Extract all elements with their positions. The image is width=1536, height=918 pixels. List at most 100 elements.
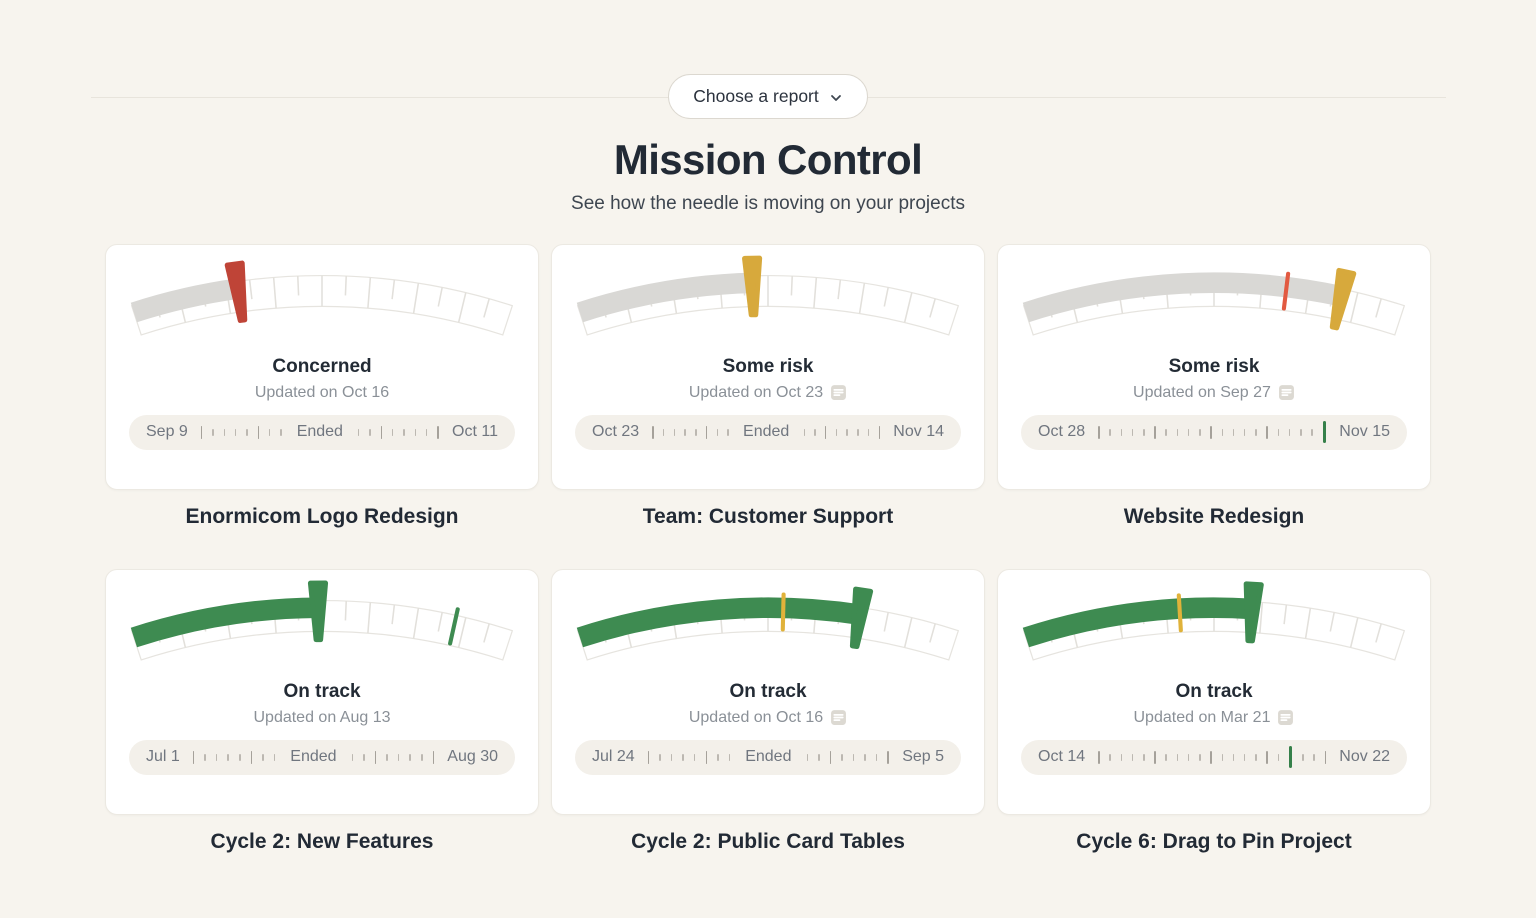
timeline-tick xyxy=(432,750,435,764)
project-card[interactable]: On track Updated on Mar 21 Oct 14 Nov 22 xyxy=(997,569,1431,816)
timeline-tick xyxy=(1098,750,1100,764)
updated-text: Updated on Oct 23 xyxy=(688,383,824,401)
project-title[interactable]: Cycle 2: Public Card Tables xyxy=(631,830,905,854)
timeline-tick xyxy=(1120,753,1123,761)
timeline-tick xyxy=(1243,428,1246,436)
timeline-tick xyxy=(803,428,806,436)
timeline-tick xyxy=(280,428,282,436)
timeline-tick xyxy=(857,428,859,436)
timeline-tick xyxy=(1109,428,1111,436)
project-title[interactable]: Cycle 2: New Features xyxy=(210,830,434,854)
timeline-ended-label: Ended xyxy=(290,748,337,766)
timeline: Jul 1 Ended Aug 30 xyxy=(129,739,515,775)
choose-report-label: Choose a report xyxy=(693,86,819,106)
updated-text: Updated on Oct 16 xyxy=(688,708,824,726)
timeline: Oct 28 Nov 15 xyxy=(1021,414,1407,450)
project-card[interactable]: On track Updated on Oct 16 Jul 24 Ended … xyxy=(551,569,985,816)
timeline-tick xyxy=(351,753,354,761)
timeline-tick xyxy=(1313,753,1315,761)
updated-text: Updated on Aug 13 xyxy=(253,708,391,726)
project-title[interactable]: Enormicom Logo Redesign xyxy=(185,505,459,529)
page-title: Mission Control xyxy=(613,136,923,184)
timeline-ticks: Ended xyxy=(200,415,439,450)
timeline-start-date: Oct 28 xyxy=(1038,423,1086,441)
project-card[interactable]: Some risk Updated on Sep 27 Oct 28 Nov 1… xyxy=(997,244,1431,491)
timeline-end-date: Nov 15 xyxy=(1339,423,1390,441)
timeline-tick xyxy=(852,753,855,761)
timeline-tick xyxy=(867,428,870,436)
page-subtitle: See how the needle is moving on your pro… xyxy=(571,193,965,215)
timeline-tick xyxy=(1187,753,1190,761)
timeline-end-date: Nov 22 xyxy=(1339,748,1390,766)
project-title[interactable]: Cycle 6: Drag to Pin Project xyxy=(1076,830,1352,854)
timeline-tick xyxy=(684,428,686,436)
timeline-tick xyxy=(693,753,696,761)
timeline-tick xyxy=(1165,753,1167,761)
project-cell: On track Updated on Oct 16 Jul 24 Ended … xyxy=(551,569,985,854)
timeline-today-marker xyxy=(1322,421,1327,444)
updated-line: Updated on Sep 27 xyxy=(1021,384,1407,402)
timeline-tick xyxy=(887,750,889,764)
project-title[interactable]: Website Redesign xyxy=(1123,505,1305,529)
project-card[interactable]: Concerned Updated on Oct 16 Sep 9 Ended … xyxy=(105,244,539,491)
timeline-tick xyxy=(262,753,264,761)
timeline-tick xyxy=(829,750,832,764)
timeline-ticks xyxy=(1098,740,1327,775)
note-icon[interactable] xyxy=(830,384,847,401)
timeline-start-date: Jul 1 xyxy=(146,748,180,766)
timeline-end-date: Oct 11 xyxy=(452,423,498,441)
note-icon[interactable] xyxy=(1278,384,1295,401)
project-card[interactable]: Some risk Updated on Oct 23 Oct 23 Ended… xyxy=(551,244,985,491)
timeline-end-date: Nov 14 xyxy=(893,423,944,441)
timeline-tick xyxy=(437,425,439,439)
choose-report-button[interactable]: Choose a report xyxy=(668,74,868,120)
timeline-tick xyxy=(257,425,260,439)
note-icon[interactable] xyxy=(1277,709,1294,726)
timeline-tick xyxy=(727,428,729,436)
project-cell: On track Updated on Aug 13 Jul 1 Ended A… xyxy=(105,569,539,854)
timeline-ticks: Ended xyxy=(652,415,881,450)
updated-text: Updated on Sep 27 xyxy=(1133,383,1271,401)
timeline-end-date: Aug 30 xyxy=(447,748,498,766)
timeline-tick xyxy=(875,753,878,761)
project-title[interactable]: Team: Customer Support xyxy=(642,505,894,529)
timeline-ended-label: Ended xyxy=(296,423,343,441)
timeline-tick xyxy=(1232,428,1235,436)
timeline-today-marker xyxy=(1288,746,1293,769)
timeline-tick xyxy=(403,428,405,436)
timeline-tick xyxy=(1232,753,1235,761)
timeline-tick xyxy=(1255,428,1257,436)
timeline-tick xyxy=(814,428,816,436)
timeline-tick xyxy=(1176,753,1179,761)
timeline-tick xyxy=(670,753,673,761)
timeline-tick xyxy=(806,753,809,761)
project-cell: Some risk Updated on Oct 23 Oct 23 Ended… xyxy=(551,244,985,529)
timeline-tick xyxy=(239,753,241,761)
timeline-tick xyxy=(818,753,820,761)
timeline-tick xyxy=(212,428,214,436)
project-card[interactable]: On track Updated on Aug 13 Jul 1 Ended A… xyxy=(105,569,539,816)
timeline-tick xyxy=(1165,428,1167,436)
updated-line: Updated on Mar 21 xyxy=(1021,709,1407,727)
timeline-tick xyxy=(835,428,838,436)
updated-line: Updated on Oct 23 xyxy=(575,384,961,402)
timeline-tick xyxy=(1154,425,1156,439)
timeline-start-date: Sep 9 xyxy=(146,423,188,441)
timeline-start-date: Oct 14 xyxy=(1038,748,1086,766)
timeline-tick xyxy=(1154,750,1156,764)
timeline: Oct 23 Ended Nov 14 xyxy=(575,414,961,450)
timeline-tick xyxy=(716,428,719,436)
status-gauge xyxy=(1021,580,1407,679)
note-icon[interactable] xyxy=(830,709,847,726)
timeline: Sep 9 Ended Oct 11 xyxy=(129,414,515,450)
timeline-tick xyxy=(673,428,676,436)
timeline-tick xyxy=(1199,428,1201,436)
updated-line: Updated on Oct 16 xyxy=(575,709,961,727)
timeline-tick xyxy=(728,753,731,761)
timeline-tick xyxy=(192,750,195,764)
timeline-tick xyxy=(397,753,400,761)
timeline-tick xyxy=(1210,425,1212,439)
timeline-tick xyxy=(414,428,417,436)
timeline-tick xyxy=(1266,750,1268,764)
project-cell: Some risk Updated on Sep 27 Oct 28 Nov 1… xyxy=(997,244,1431,529)
